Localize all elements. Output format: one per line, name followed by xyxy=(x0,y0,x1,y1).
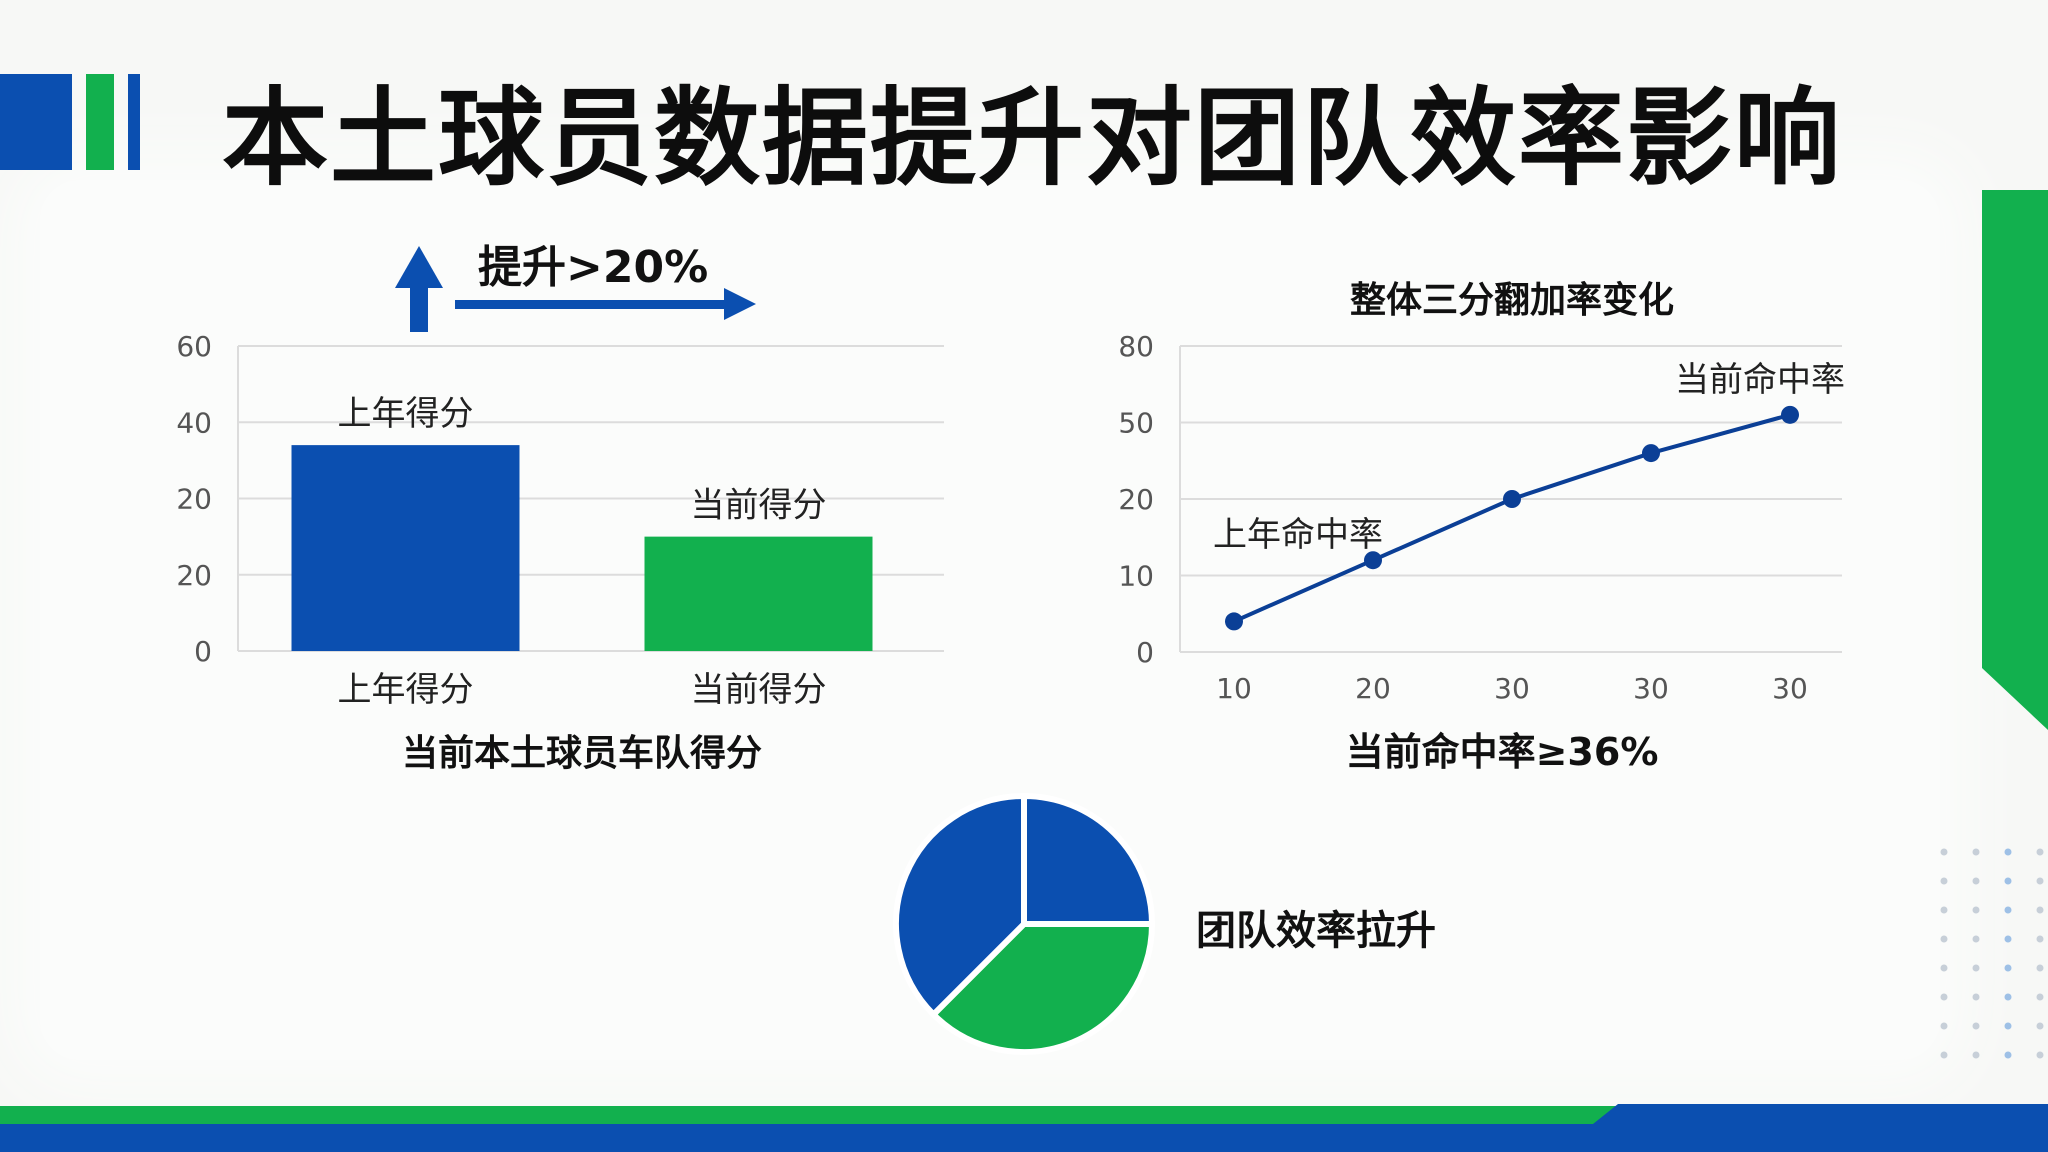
line-y-tick-label: 20 xyxy=(1118,483,1154,516)
decorative-dot-grid xyxy=(1940,848,2044,1059)
line-x-tick-label: 20 xyxy=(1355,672,1391,705)
decorative-dot xyxy=(2004,906,2012,914)
decorative-dot xyxy=(2036,993,2044,1001)
decorative-dot xyxy=(1940,906,1948,914)
decorative-dot xyxy=(2036,877,2044,885)
line-x-tick-label: 30 xyxy=(1772,672,1808,705)
line-point xyxy=(1503,490,1521,508)
logo-bar-blue-thin xyxy=(128,74,140,170)
decorative-dot xyxy=(1972,1051,1980,1059)
line-point-label: 当前命中率 xyxy=(1675,360,1845,400)
right-arrow-shaft xyxy=(455,300,727,309)
line-x-tick-label: 30 xyxy=(1633,672,1669,705)
decorative-dot xyxy=(2004,1051,2012,1059)
logo-bar-green xyxy=(86,74,114,170)
bar xyxy=(291,445,520,651)
decorative-dot xyxy=(1972,993,1980,1001)
line-y-tick-label: 50 xyxy=(1118,407,1154,440)
bar-category-label: 上年得分 xyxy=(338,670,474,710)
decorative-dot xyxy=(2036,848,2044,856)
line-x-tick-label: 30 xyxy=(1494,672,1530,705)
decorative-dot xyxy=(1972,964,1980,972)
decorative-dot xyxy=(2036,964,2044,972)
decorative-dot xyxy=(2036,906,2044,914)
footer-stripe-green xyxy=(0,1106,2048,1126)
pie-slice xyxy=(893,793,1027,1018)
bar-y-tick-label: 60 xyxy=(176,330,212,363)
logo-bar-blue xyxy=(0,74,72,170)
decorative-dot xyxy=(1972,906,1980,914)
bar-y-tick-label: 20 xyxy=(176,483,212,516)
line-point xyxy=(1225,612,1243,631)
line-y-tick-label: 0 xyxy=(1136,636,1154,669)
line-point xyxy=(1642,444,1660,463)
decorative-dot xyxy=(1972,877,1980,885)
bar-value-label: 上年得分 xyxy=(338,394,474,434)
decorative-dot xyxy=(2004,993,2012,1001)
page-title: 本土球员数据提升对团队效率影响 xyxy=(222,77,1842,200)
bar-value-label: 当前得分 xyxy=(691,486,827,526)
line-point xyxy=(1364,551,1382,570)
bar-y-tick-label: 20 xyxy=(176,559,212,592)
decorative-dot xyxy=(1972,935,1980,943)
pie-slice xyxy=(930,921,1155,1055)
right-accent-shape xyxy=(1982,190,2048,730)
decorative-dot xyxy=(1940,877,1948,885)
right-arrow-icon xyxy=(724,288,756,320)
decorative-dot xyxy=(1940,964,1948,972)
decorative-dot xyxy=(2004,964,2012,972)
bar-y-tick-label: 40 xyxy=(176,406,212,439)
up-arrow-shaft xyxy=(410,282,428,332)
decorative-dot xyxy=(1940,935,1948,943)
bar-category-label: 当前得分 xyxy=(691,670,827,710)
decorative-dot xyxy=(2004,935,2012,943)
decorative-dot xyxy=(2004,1022,2012,1030)
line-point xyxy=(1781,405,1799,424)
bar xyxy=(644,536,873,651)
decorative-dot xyxy=(1940,848,1948,856)
bar-y-tick-label: 0 xyxy=(194,635,212,668)
bar-annotation: 提升>20% xyxy=(478,242,708,293)
decorative-dot xyxy=(1940,993,1948,1001)
line-point-label: 上年命中率 xyxy=(1213,515,1383,555)
line-x-tick-label: 10 xyxy=(1216,672,1252,705)
pie-label: 团队效率拉升 xyxy=(1196,908,1436,954)
up-arrow-icon xyxy=(395,246,443,288)
line-chart-subtitle: 当前命中率≥36% xyxy=(1346,730,1659,774)
decorative-dot xyxy=(1940,1051,1948,1059)
footer-stripe-blue xyxy=(0,1124,2048,1152)
bar-chart-title: 当前本土球员车队得分 xyxy=(402,733,762,774)
decorative-dot xyxy=(2036,1022,2044,1030)
pie-slice xyxy=(1021,793,1155,927)
line-y-tick-label: 80 xyxy=(1118,330,1154,363)
decorative-dot xyxy=(2004,877,2012,885)
decorative-dot xyxy=(2036,1051,2044,1059)
decorative-dot xyxy=(1972,1022,1980,1030)
decorative-dot xyxy=(2036,935,2044,943)
line-y-tick-label: 10 xyxy=(1118,560,1154,593)
decorative-dot xyxy=(1940,1022,1948,1030)
decorative-dot xyxy=(2004,848,2012,856)
decorative-dot xyxy=(1972,848,1980,856)
line-chart-title: 整体三分翻加率变化 xyxy=(1350,279,1674,321)
